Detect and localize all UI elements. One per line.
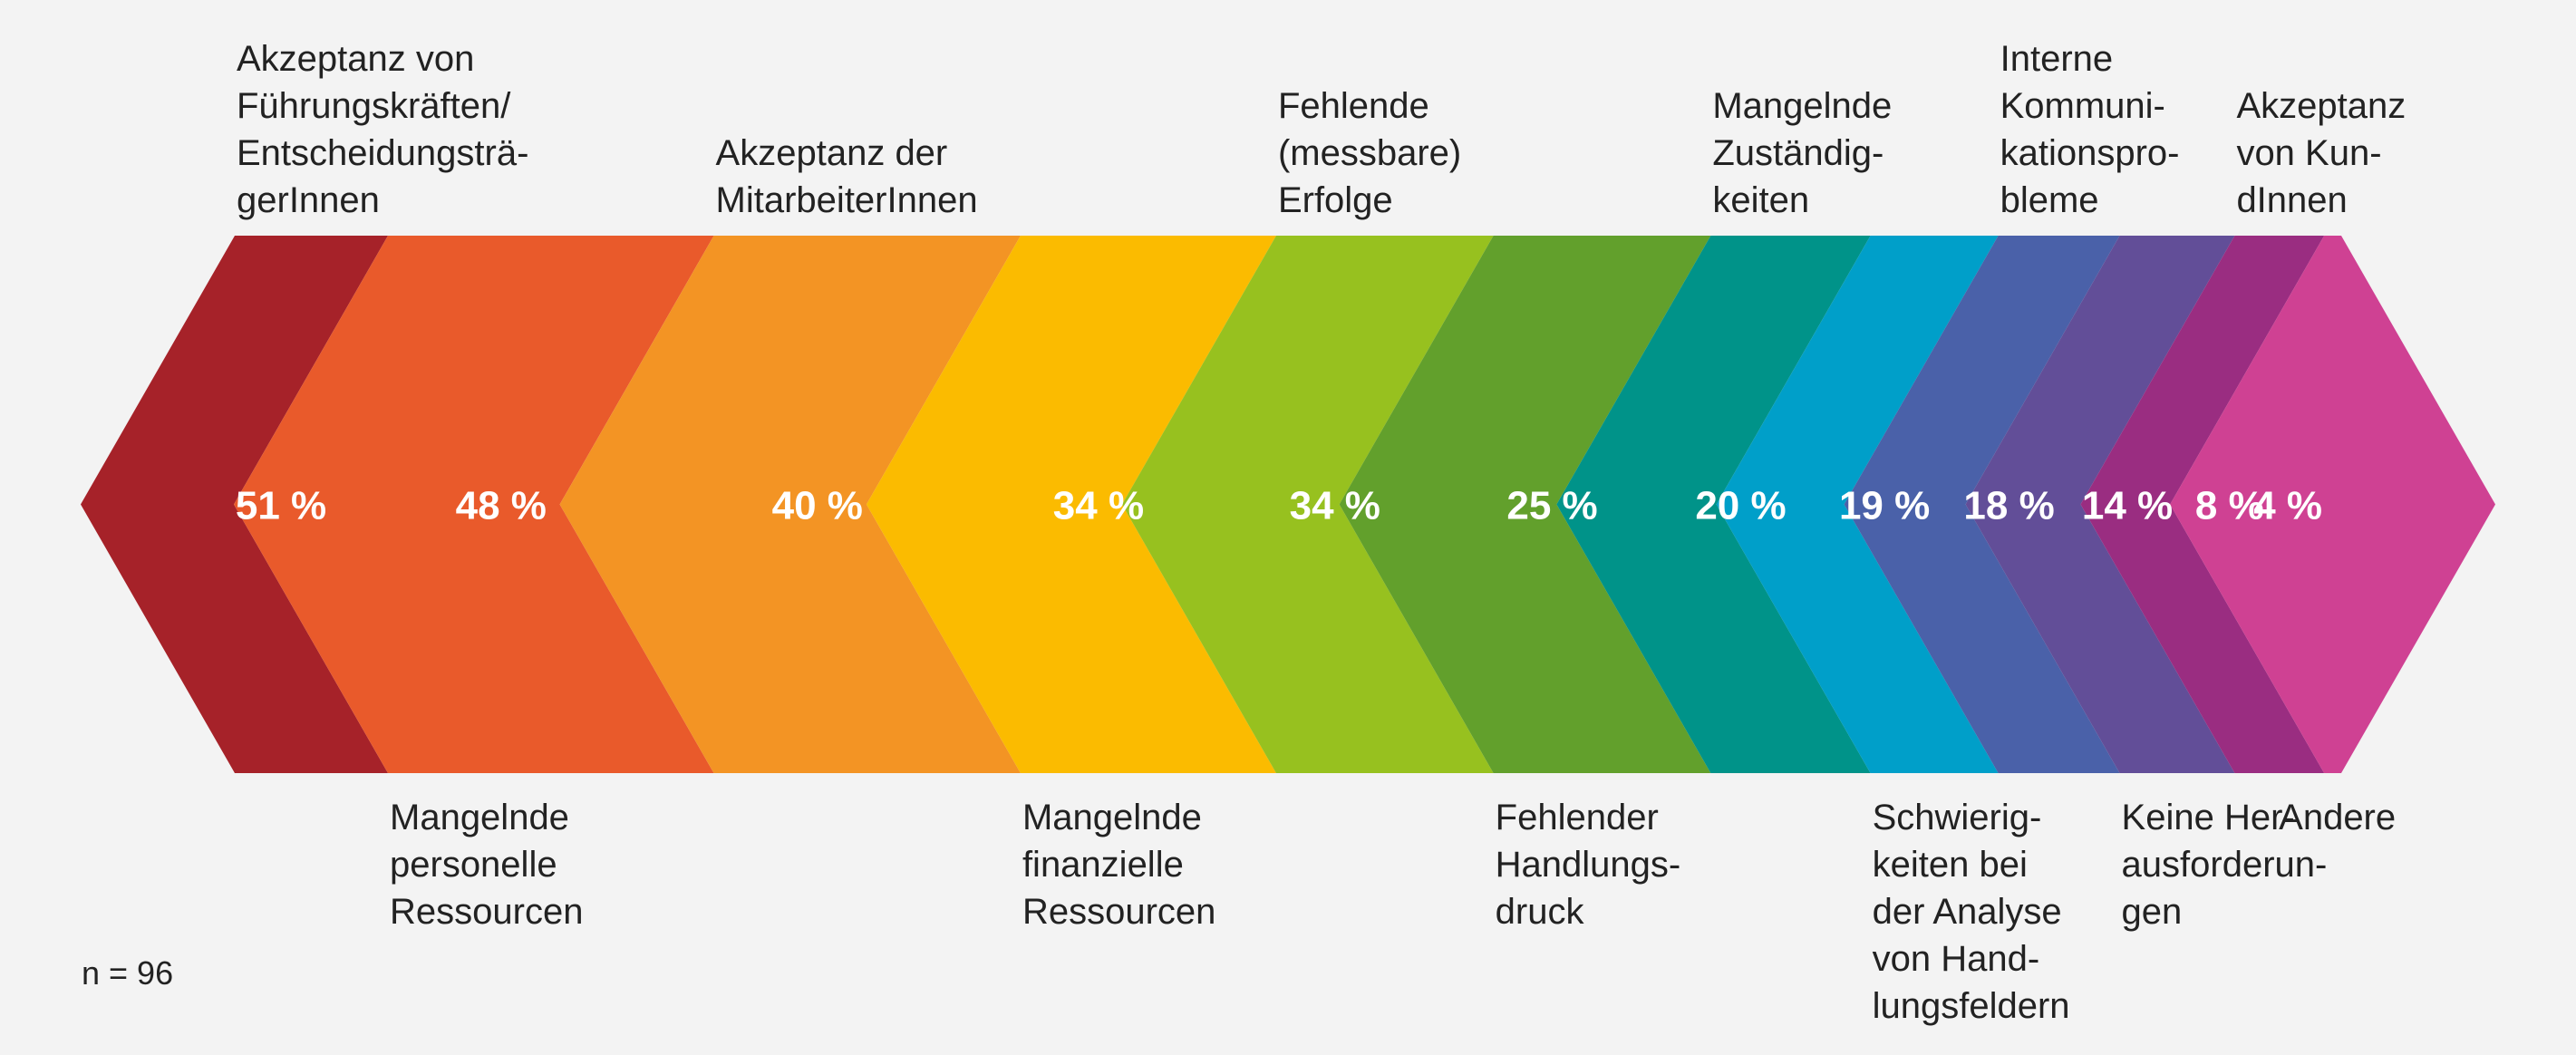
category-label-line: Interne bbox=[2000, 39, 2114, 79]
category-label-line: der Analyse bbox=[1873, 892, 2062, 932]
band-12 bbox=[2170, 236, 2495, 773]
category-label-line: keiten bei bbox=[1873, 845, 2028, 885]
category-label-line: Mangelnde bbox=[1022, 798, 1202, 837]
band-1 bbox=[81, 236, 388, 773]
category-label: Andere bbox=[2279, 798, 2396, 837]
category-label-line: von Kun- bbox=[2236, 133, 2381, 173]
band-2 bbox=[234, 236, 714, 773]
category-label: Mangelnde finanzielle Ressourcen bbox=[1022, 798, 1215, 932]
category-label-line: personelle bbox=[390, 845, 557, 885]
category-label-line: Andere bbox=[2279, 798, 2396, 837]
category-label-line: MitarbeiterInnen bbox=[716, 180, 978, 220]
category-label-line: Mangelnde bbox=[390, 798, 569, 837]
category-label-line: Zuständig- bbox=[1712, 133, 1884, 173]
category-label: Mangelnde Zuständig-keiten bbox=[1712, 86, 1892, 220]
category-label-line: gen bbox=[2122, 892, 2183, 932]
category-label-line: (messbare) bbox=[1278, 133, 1461, 173]
category-label-line: Akzeptanz von bbox=[237, 39, 474, 79]
category-label-line: Akzeptanz der bbox=[716, 133, 948, 173]
category-label: Keine Her-ausforderun-gen bbox=[2122, 798, 2328, 932]
value-labels: 51 % 48 % 40 % 34 % 34 % 25 % 20 % 19 % 18 % 14 %… bbox=[236, 484, 2322, 528]
value-label: 51 % bbox=[236, 484, 326, 528]
category-label-line: Fehlende bbox=[1278, 86, 1429, 126]
value-label: 40 % bbox=[772, 484, 863, 528]
category-label-line: von Hand- bbox=[1873, 939, 2040, 979]
value-label: 8 % bbox=[2195, 484, 2264, 528]
chevron-bands bbox=[81, 236, 2495, 773]
value-label: 19 % bbox=[1839, 484, 1930, 528]
value-label: 34 % bbox=[1290, 484, 1380, 528]
value-label: 18 % bbox=[1963, 484, 2054, 528]
category-label-line: Erfolge bbox=[1278, 180, 1393, 220]
category-label-line: Handlungs- bbox=[1496, 845, 1681, 885]
category-label-line: ausforderun- bbox=[2122, 845, 2328, 885]
category-label: Interne Kommuni-kationspro-bleme bbox=[2000, 39, 2180, 220]
category-label: Schwierig-keiten bei der Analyse von Hand-… bbox=[1873, 798, 2070, 1026]
category-label-line: dInnen bbox=[2236, 180, 2347, 220]
value-label: 25 % bbox=[1506, 484, 1597, 528]
value-label: 4 % bbox=[2253, 484, 2322, 528]
category-label-line: kationspro- bbox=[2000, 133, 2180, 173]
value-label: 20 % bbox=[1695, 484, 1786, 528]
category-label-line: Kommuni- bbox=[2000, 86, 2165, 126]
category-label-line: Fehlender bbox=[1496, 798, 1659, 837]
category-label: Akzeptanz der MitarbeiterInnen bbox=[716, 133, 978, 220]
band-9 bbox=[1844, 236, 2120, 773]
category-label-line: finanzielle bbox=[1022, 845, 1184, 885]
category-label-line: lungsfeldern bbox=[1873, 986, 2070, 1026]
category-label-line: Keine Her- bbox=[2122, 798, 2295, 837]
category-label: Akzeptanz von Führungskräften/Entscheidun… bbox=[237, 39, 528, 220]
band-8 bbox=[1716, 236, 1999, 773]
category-label-line: Schwierig- bbox=[1873, 798, 2042, 837]
category-label-line: Ressourcen bbox=[1022, 892, 1215, 932]
category-label: Fehlender Handlungs-druck bbox=[1496, 798, 1681, 932]
category-label-line: Ressourcen bbox=[390, 892, 583, 932]
value-label: 34 % bbox=[1053, 484, 1144, 528]
sample-size-note: n = 96 bbox=[82, 954, 173, 992]
band-6 bbox=[1339, 236, 1711, 773]
category-label-line: bleme bbox=[2000, 180, 2099, 220]
category-label-line: druck bbox=[1496, 892, 1585, 932]
category-label-line: Akzeptanz bbox=[2236, 86, 2406, 126]
value-label: 14 % bbox=[2082, 484, 2173, 528]
category-label-line: Entscheidungsträ- bbox=[237, 133, 528, 173]
band-10 bbox=[1965, 236, 2235, 773]
category-label-line: Führungskräften/ bbox=[237, 86, 511, 126]
band-11 bbox=[2080, 236, 2325, 773]
category-label: Akzeptanz von Kun-dInnen bbox=[2236, 86, 2406, 220]
band-5 bbox=[1121, 236, 1494, 773]
category-label: Mangelnde personelle Ressourcen bbox=[390, 798, 583, 932]
value-label: 48 % bbox=[456, 484, 547, 528]
category-labels: Akzeptanz von Führungskräften/Entscheidun… bbox=[237, 39, 2406, 1026]
category-label-line: gerInnen bbox=[237, 180, 380, 220]
category-label-line: keiten bbox=[1712, 180, 1809, 220]
band-4 bbox=[866, 236, 1276, 773]
band-7 bbox=[1556, 236, 1871, 773]
band-3 bbox=[559, 236, 1021, 773]
category-label: Fehlende (messbare) Erfolge bbox=[1278, 86, 1461, 220]
category-label-line: Mangelnde bbox=[1712, 86, 1892, 126]
